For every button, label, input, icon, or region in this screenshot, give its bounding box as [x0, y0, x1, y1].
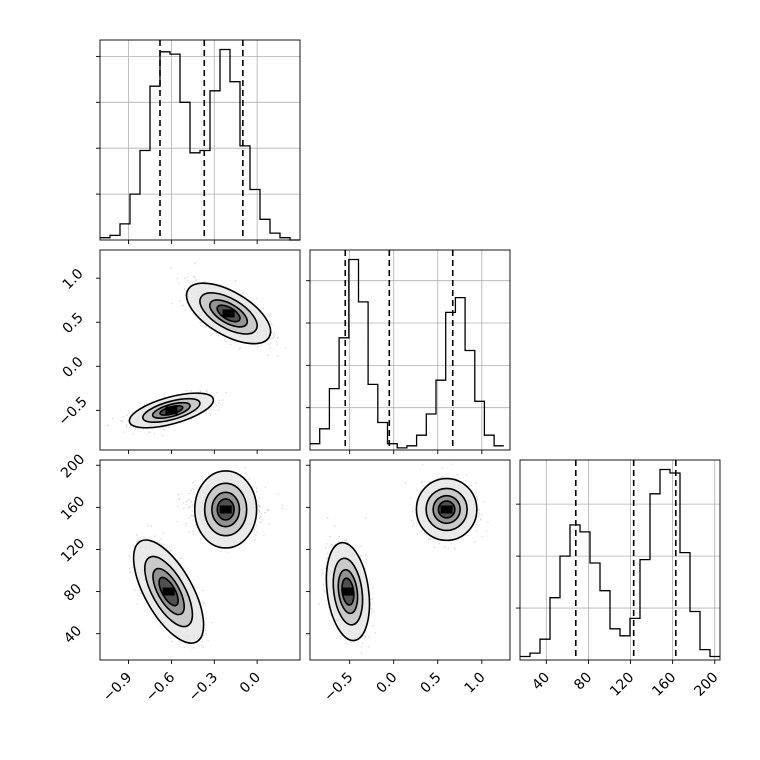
panel-frame	[99, 249, 301, 451]
panel-frame	[309, 249, 511, 451]
contour-line	[144, 555, 194, 628]
scatter-cloud	[128, 467, 284, 649]
y-z-panel	[306, 463, 489, 664]
contour-line	[128, 392, 215, 429]
density-peak	[165, 406, 178, 415]
density-peak	[341, 587, 354, 596]
contour-line	[332, 557, 364, 626]
scatter-cloud	[107, 263, 287, 437]
histogram-step	[520, 468, 720, 658]
panel-frame	[99, 39, 301, 241]
x-z-panel	[96, 464, 284, 664]
z-hist-panel	[516, 460, 720, 664]
z-tick-label-left: 40	[61, 623, 85, 647]
z-tick-label-bottom: 120	[607, 669, 637, 699]
z-tick-label-bottom: 160	[649, 669, 679, 699]
panel-frame	[99, 459, 301, 661]
contour-line	[132, 539, 205, 644]
contour-line	[216, 498, 235, 521]
contour-line	[209, 299, 249, 328]
contour-line	[432, 494, 461, 525]
x-tick-label: −0.6	[143, 669, 178, 704]
y-tick-label-bottom: −0.5	[321, 669, 356, 704]
x-tick-label: −0.9	[100, 670, 135, 705]
scatter-cloud	[318, 463, 489, 654]
contour-line	[325, 541, 371, 642]
density-peak	[219, 505, 232, 514]
z-tick-label-bottom: 80	[571, 669, 595, 693]
panel-frame	[519, 459, 721, 661]
contour-line	[437, 500, 456, 519]
y-tick-label-left: 0.5	[60, 310, 87, 337]
contour-line	[415, 477, 478, 542]
z-tick-label-left: 120	[58, 536, 88, 566]
y-tick-label-left: −0.5	[55, 394, 90, 429]
contour-line	[185, 282, 272, 345]
x-tick-label: −0.3	[186, 670, 221, 705]
z-tick-label-left: 200	[58, 451, 88, 481]
density-peak	[440, 505, 453, 514]
z-tick-label-bottom: 40	[529, 670, 553, 694]
contour-line	[211, 491, 241, 528]
contour-line	[152, 567, 186, 616]
x-hist-panel	[96, 40, 300, 244]
contour-line	[199, 292, 258, 335]
z-tick-label-bottom: 200	[691, 669, 721, 699]
y-tick-label-left: 0.0	[60, 354, 87, 381]
panel-frame	[309, 459, 511, 661]
density-peak	[222, 309, 235, 318]
y-tick-label-left: 1.0	[60, 266, 87, 293]
contour-line	[142, 397, 201, 424]
density-peak	[162, 587, 175, 596]
z-tick-label-left: 160	[58, 493, 88, 523]
contour-line	[203, 482, 248, 537]
contour-line	[193, 470, 258, 549]
y-tick-label-bottom: 0.5	[418, 670, 445, 697]
contour-line	[216, 304, 241, 323]
contour-line	[425, 487, 468, 532]
x-tick-label: 0.0	[237, 669, 264, 696]
contour-line	[151, 401, 191, 419]
contour-line	[337, 568, 359, 615]
z-tick-label-left: 80	[61, 581, 85, 605]
x-y-panel	[96, 263, 287, 454]
histogram-step	[100, 48, 300, 241]
y-hist-panel	[306, 250, 510, 454]
y-tick-label-bottom: 1.0	[462, 670, 489, 697]
histogram-step	[310, 258, 504, 449]
y-tick-label-bottom: 0.0	[373, 670, 400, 697]
